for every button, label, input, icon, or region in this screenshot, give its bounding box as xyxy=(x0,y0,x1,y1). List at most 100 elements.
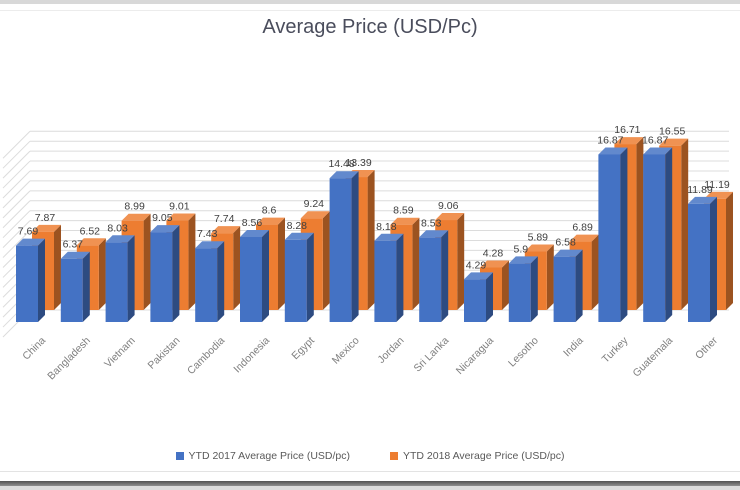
legend-swatch-2017-icon xyxy=(175,452,184,460)
value-label-2018-bangladesh: 6.52 xyxy=(80,225,101,237)
bar-2017-bangladesh-top xyxy=(60,251,90,259)
bar-2017-egypt-side xyxy=(306,232,314,322)
gridline-sidewall xyxy=(2,210,31,239)
bar-2017-other-front xyxy=(688,203,710,322)
value-label-2017-vietnam: 8.03 xyxy=(107,222,128,234)
bar-2018-egypt-side xyxy=(322,211,330,310)
gridline-sidewall xyxy=(2,160,31,189)
value-label-2018-cambodia: 7.74 xyxy=(214,213,235,225)
gridline-sidewall xyxy=(2,220,31,248)
category-label-indonesia: Indonesia xyxy=(231,335,272,376)
value-label-2017-nicaragua: 4.29 xyxy=(466,259,487,271)
bar-2018-other-side xyxy=(726,191,733,310)
bar-2017-turkey-front xyxy=(598,154,621,322)
bar-2017-mexico-top xyxy=(329,171,359,179)
bar-2018-vietnam-top xyxy=(121,213,151,221)
bar-2018-bangladesh-top xyxy=(76,238,106,246)
bar-2018-lesotho-side xyxy=(546,244,554,310)
bar-2017-lesotho-front xyxy=(508,263,531,322)
window-bottom-divider xyxy=(0,471,740,472)
bar-2017-india-side xyxy=(575,249,583,322)
value-label-2018-sri-lanka: 9.06 xyxy=(438,200,459,212)
bar-2018-bangladesh-side xyxy=(98,238,106,310)
bar-2018-cambodia-side xyxy=(233,226,241,310)
chart-title: Average Price (USD/Pc) xyxy=(262,16,478,38)
bar-2017-china-side xyxy=(38,238,45,322)
value-label-2018-lesotho: 5.89 xyxy=(528,232,549,244)
value-label-2017-guatemala: 16.87 xyxy=(642,134,668,146)
gridline-sidewall xyxy=(2,170,31,199)
bar-2018-jordan-side xyxy=(412,217,420,310)
legend-label-2017: YTD 2017 Average Price (USD/pc) xyxy=(188,450,350,462)
category-label-nicaragua: Nicaragua xyxy=(454,335,496,377)
bar-2018-nicaragua-side xyxy=(502,260,509,310)
bar-2018-china-top xyxy=(32,224,61,232)
bar-2018-india-top xyxy=(569,234,599,242)
bar-2017-other-top xyxy=(688,196,717,204)
bar-2017-sri-lanka-front xyxy=(419,237,442,322)
bar-2018-guatemala-top xyxy=(659,138,689,146)
category-label-vietnam: Vietnam xyxy=(102,334,138,370)
bar-2018-indonesia-side xyxy=(278,217,285,310)
gridline-sidewall xyxy=(2,190,31,219)
bar-2017-indonesia xyxy=(240,229,269,322)
value-label-2017-cambodia: 7.43 xyxy=(197,228,218,240)
value-label-2018-china: 7.87 xyxy=(35,212,56,224)
category-label-china: China xyxy=(20,335,48,363)
value-label-2017-bangladesh: 6.37 xyxy=(63,239,84,251)
window-top-edge xyxy=(0,0,740,4)
gridline-sidewall xyxy=(2,230,31,258)
bar-2017-turkey-top xyxy=(598,147,628,155)
gridline-sidewall xyxy=(2,200,31,229)
window-top-divider xyxy=(0,10,740,11)
bar-2018-mexico-side xyxy=(367,170,375,310)
category-label-other: Other xyxy=(693,334,720,361)
bar-2017-nicaragua-front xyxy=(464,279,486,322)
value-label-2017-sri-lanka: 8.53 xyxy=(421,217,442,229)
gridline-sidewall xyxy=(2,180,31,209)
value-label-2018-vietnam: 8.99 xyxy=(124,201,145,213)
bar-2017-india xyxy=(553,249,583,322)
value-label-2018-india: 6.89 xyxy=(572,222,593,234)
bar-2018-pakistan-side xyxy=(188,213,196,310)
bar-2017-cambodia-front xyxy=(195,248,218,322)
value-label-2018-pakistan: 9.01 xyxy=(169,201,190,213)
bar-2017-vietnam-front xyxy=(105,242,128,322)
bar-2017-jordan-side xyxy=(396,233,404,322)
value-label-2017-lesotho: 5.9 xyxy=(513,243,528,255)
bar-2017-bangladesh-side xyxy=(82,251,90,322)
bar-2017-guatemala-front xyxy=(643,154,666,322)
bar-2017-pakistan xyxy=(150,225,180,322)
value-label-2018-egypt: 9.24 xyxy=(304,198,325,210)
bar-2018-china-side xyxy=(54,224,61,310)
bar-2018-sri-lanka-side xyxy=(457,213,465,310)
bar-2017-bangladesh-front xyxy=(60,258,83,322)
bar-2018-sri-lanka-top xyxy=(435,213,465,221)
bar-2017-indonesia-side xyxy=(262,229,269,322)
bar-2018-vietnam-side xyxy=(143,213,151,310)
bar-2017-lesotho xyxy=(508,256,538,322)
bar-2018-nicaragua-top xyxy=(480,260,509,268)
category-label-sri-lanka: Sri Lanka xyxy=(411,335,451,375)
bars xyxy=(16,137,733,322)
bar-2018-turkey-side xyxy=(636,137,644,310)
value-label-2017-turkey: 16.87 xyxy=(597,134,623,146)
value-label-2017-jordan: 8.18 xyxy=(376,221,397,233)
bar-2017-egypt-front xyxy=(284,239,307,322)
bar-2017-lesotho-top xyxy=(508,256,538,264)
bar-2018-egypt-top xyxy=(300,211,330,219)
value-label-2017-egypt: 8.28 xyxy=(287,220,308,232)
bar-2017-turkey-side xyxy=(620,147,628,322)
value-label-2017-pakistan: 9.05 xyxy=(152,212,173,224)
bar-2017-pakistan-front xyxy=(150,232,173,322)
value-label-2017-india: 6.58 xyxy=(555,237,576,249)
value-label-2018-jordan: 8.59 xyxy=(393,205,414,217)
category-label-egypt: Egypt xyxy=(289,335,317,363)
bar-2017-jordan xyxy=(374,233,404,322)
bar-2018-jordan-top xyxy=(390,217,420,225)
bar-2017-vietnam-top xyxy=(105,235,135,243)
bar-2017-indonesia-front xyxy=(240,236,262,322)
